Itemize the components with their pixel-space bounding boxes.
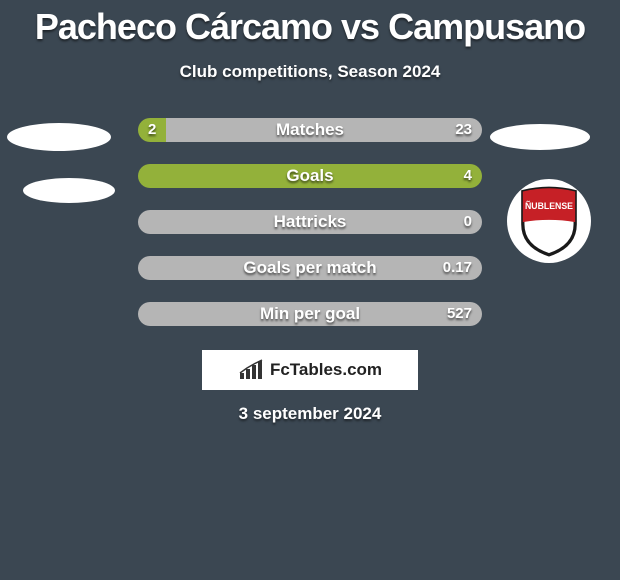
bar-right-value: 4 [464, 164, 472, 188]
stat-row: Min per goal527 [0, 290, 620, 336]
page-title: Pacheco Cárcamo vs Campusano [0, 0, 620, 48]
bar-label: Min per goal [138, 302, 482, 326]
bar-right-value: 0.17 [443, 256, 472, 280]
bar-left-value: 2 [148, 118, 156, 142]
shield-icon: ÑUBLENSE [513, 185, 585, 257]
bar-right-value: 527 [447, 302, 472, 326]
date-text: 3 september 2024 [0, 404, 620, 424]
barchart-icon [238, 359, 266, 381]
player-ellipse-right [490, 124, 590, 150]
player-ellipse-left [7, 123, 111, 151]
bar-label: Matches [138, 118, 482, 142]
bar-right-value: 23 [455, 118, 472, 142]
fctables-text: FcTables.com [270, 360, 382, 380]
subtitle: Club competitions, Season 2024 [0, 62, 620, 82]
fctables-box: FcTables.com [202, 350, 418, 390]
bar-right-value: 0 [464, 210, 472, 234]
bar-label: Goals [138, 164, 482, 188]
player-ellipse-left [23, 178, 115, 203]
club-badge: ÑUBLENSE [507, 179, 591, 263]
bar-label: Hattricks [138, 210, 482, 234]
bar-label: Goals per match [138, 256, 482, 280]
svg-text:ÑUBLENSE: ÑUBLENSE [525, 201, 573, 211]
